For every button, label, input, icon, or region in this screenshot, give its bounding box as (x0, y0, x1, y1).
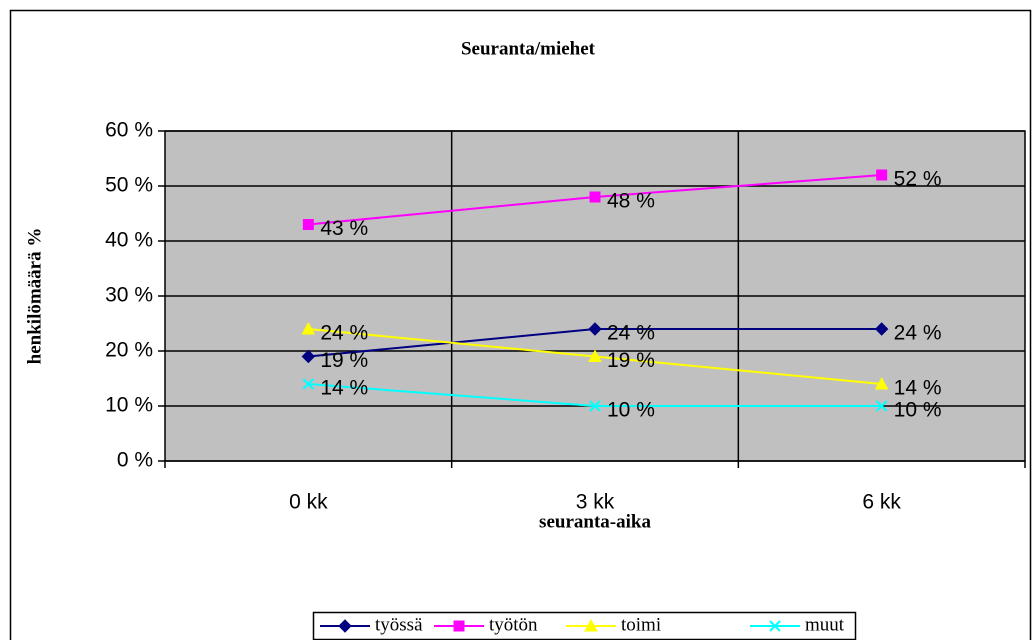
y-tick-label: 30 % (105, 284, 153, 307)
x-tick-label: 0 kk (289, 491, 328, 514)
marker (338, 619, 352, 633)
marker (874, 322, 889, 336)
marker (453, 620, 465, 632)
data-label: 14 % (320, 377, 368, 400)
legend-label: muut (805, 614, 845, 635)
data-label: 24 % (894, 322, 942, 345)
marker (875, 400, 888, 412)
marker (302, 378, 315, 390)
data-label: 19 % (607, 349, 655, 372)
legend-label: toimi (621, 614, 661, 635)
legend-label: työssä (375, 614, 423, 635)
y-tick-label: 0 % (117, 449, 153, 472)
marker (874, 376, 889, 390)
data-label: 10 % (894, 399, 942, 422)
marker (584, 618, 598, 632)
marker (588, 322, 602, 336)
x-tick-label: 6 kk (862, 491, 901, 514)
legend-label: työtön (489, 614, 538, 635)
y-tick-label: 50 % (105, 174, 153, 197)
plot-border (164, 130, 1026, 462)
marker (301, 321, 316, 335)
y-axis-label: henkilömäärä % (24, 228, 45, 365)
chart-border (9, 9, 1032, 640)
marker (589, 191, 601, 203)
marker (302, 219, 314, 230)
x-tick-label: 3 kk (576, 491, 615, 514)
data-label: 24 % (320, 322, 368, 345)
data-label: 19 % (320, 349, 368, 372)
data-label: 10 % (607, 399, 655, 422)
marker (589, 400, 601, 412)
data-label: 52 % (894, 168, 942, 191)
chart-title: Seuranta/miehet (461, 38, 596, 59)
x-axis-label: seuranta-aika (539, 511, 651, 532)
y-tick-label: 10 % (105, 394, 153, 417)
marker (301, 349, 316, 364)
marker (769, 620, 781, 632)
legend: työssä työtön toimi muut (312, 611, 857, 640)
marker (876, 169, 888, 181)
data-label: 24 % (607, 322, 655, 345)
y-tick-label: 60 % (105, 119, 153, 142)
marker (588, 349, 602, 362)
y-tick-label: 40 % (105, 229, 153, 252)
data-label: 14 % (894, 377, 942, 400)
data-label: 48 % (607, 190, 655, 213)
data-label: 43 % (320, 217, 368, 240)
y-tick-label: 20 % (105, 339, 153, 362)
